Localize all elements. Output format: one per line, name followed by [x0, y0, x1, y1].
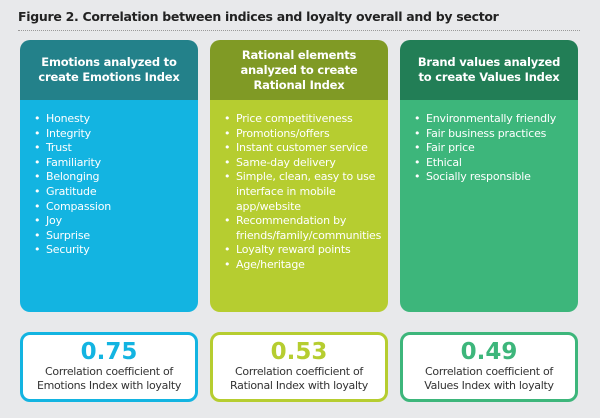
list-item: Price competitiveness — [224, 112, 378, 127]
coefficient-value: 0.53 — [270, 339, 328, 365]
coefficient-caption: Values Index with loyalty — [424, 379, 554, 392]
panel-header: Emotions analyzed to create Emotions Ind… — [20, 40, 198, 100]
coefficient-value: 0.49 — [460, 339, 518, 365]
item-list: Price competitivenessPromotions/offersIn… — [224, 112, 381, 273]
list-item: Loyalty reward points — [224, 243, 378, 258]
item-list: HonestyIntegrityTrustFamiliarityBelongin… — [34, 112, 188, 258]
list-item: Age/heritage — [224, 258, 378, 273]
coefficient-caption: Correlation coefficient of — [425, 365, 553, 378]
list-item: Instant customer service — [224, 141, 378, 156]
coefficient-caption: Rational Index with loyalty — [230, 379, 368, 392]
item-list: Environmentally friendlyFair business pr… — [414, 112, 568, 185]
panel-header: Rational elements analyzed to create Rat… — [210, 40, 388, 100]
list-item: Integrity — [34, 127, 188, 142]
list-item: Fair business practices — [414, 127, 568, 142]
list-item: Surprise — [34, 229, 188, 244]
list-item: Ethical — [414, 156, 568, 171]
coefficient-caption: Correlation coefficient of — [45, 365, 173, 378]
panel-header: Brand values analyzed to create Values I… — [400, 40, 578, 100]
dotted-divider — [18, 30, 580, 31]
rational-panel: Rational elements analyzed to create Rat… — [210, 40, 388, 312]
coefficient-caption: Emotions Index with loyalty — [36, 379, 182, 392]
list-item: Same-day delivery — [224, 156, 378, 171]
emotions-coefficient-box: 0.75 Correlation coefficient of Emotions… — [20, 332, 198, 402]
panel-body: Price competitivenessPromotions/offersIn… — [210, 100, 388, 312]
list-item: Security — [34, 243, 188, 258]
panel-body: HonestyIntegrityTrustFamiliarityBelongin… — [20, 100, 198, 312]
list-item: Compassion — [34, 200, 188, 215]
rational-coefficient-box: 0.53 Correlation coefficient of Rational… — [210, 332, 388, 402]
list-item: Environmentally friendly — [414, 112, 568, 127]
coefficient-value: 0.75 — [80, 339, 138, 365]
list-item: Socially responsible — [414, 170, 568, 185]
list-item: Simple, clean, easy to use interface in … — [224, 170, 378, 214]
values-panel: Brand values analyzed to create Values I… — [400, 40, 578, 312]
list-item: Recommendation by friends/family/communi… — [224, 214, 381, 243]
list-item: Honesty — [34, 112, 188, 127]
figure-title: Figure 2. Correlation between indices an… — [18, 9, 499, 24]
list-item: Fair price — [414, 141, 568, 156]
list-item: Belonging — [34, 170, 188, 185]
list-item: Gratitude — [34, 185, 188, 200]
emotions-panel: Emotions analyzed to create Emotions Ind… — [20, 40, 198, 312]
list-item: Promotions/offers — [224, 127, 378, 142]
panel-body: Environmentally friendlyFair business pr… — [400, 100, 578, 312]
coefficient-caption: Correlation coefficient of — [235, 365, 363, 378]
list-item: Familiarity — [34, 156, 188, 171]
values-coefficient-box: 0.49 Correlation coefficient of Values I… — [400, 332, 578, 402]
list-item: Trust — [34, 141, 188, 156]
list-item: Joy — [34, 214, 188, 229]
